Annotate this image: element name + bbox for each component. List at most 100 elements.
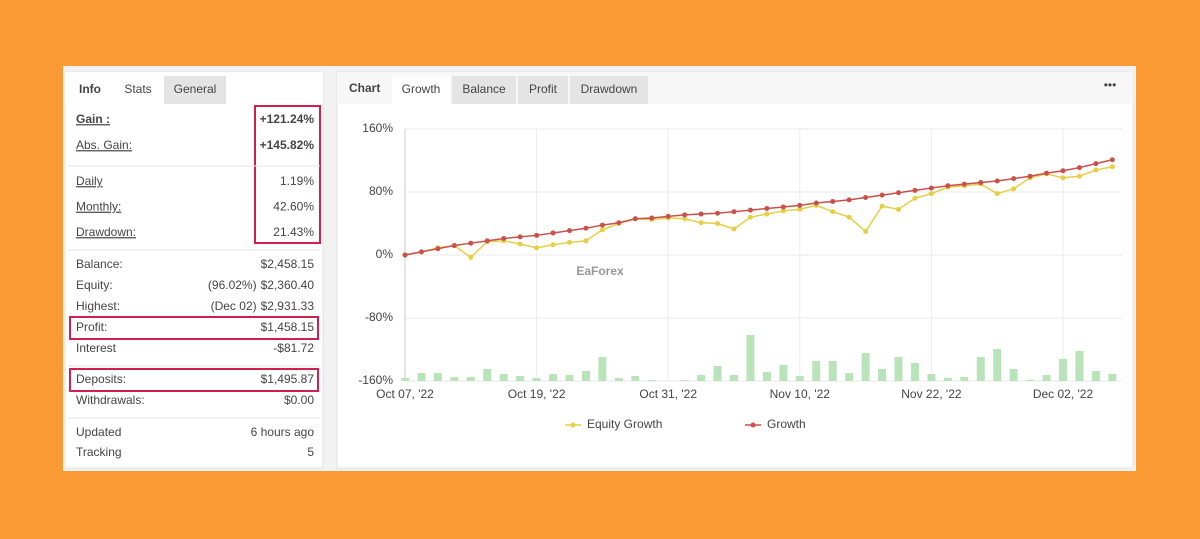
point [550, 230, 556, 236]
point [945, 183, 951, 189]
point [698, 211, 704, 217]
point [517, 241, 523, 247]
point [780, 204, 786, 210]
bar [680, 380, 689, 381]
stat-value: $2,458.15 [261, 257, 315, 271]
highlight-box [69, 368, 319, 392]
point [780, 208, 786, 214]
tab[interactable] [452, 76, 516, 104]
point [747, 214, 753, 220]
point [468, 254, 474, 260]
tab[interactable] [68, 76, 112, 104]
point [731, 209, 737, 215]
point [632, 216, 638, 222]
stat-label: Profit: [76, 320, 107, 334]
bar [943, 378, 952, 381]
x-tick-label: Oct 31, '22 [639, 387, 697, 401]
bar [861, 353, 870, 381]
x-tick-label: Dec 02, '22 [1033, 387, 1094, 401]
point [1076, 165, 1082, 171]
bar [730, 375, 738, 381]
point [863, 228, 869, 234]
bar [417, 373, 426, 381]
tab[interactable] [570, 76, 648, 104]
bar [549, 374, 558, 381]
x-tick-label: Oct 19, '22 [508, 387, 566, 401]
point [1011, 186, 1017, 192]
stat-note: (96.02%) [208, 278, 257, 292]
point [994, 178, 1000, 184]
bar [1042, 375, 1051, 381]
point [682, 212, 688, 218]
stat-label: Equity: [76, 278, 113, 292]
point [1093, 167, 1099, 173]
bar [910, 363, 919, 381]
bar [993, 349, 1002, 381]
highlight-box [69, 316, 319, 340]
stat-value: $2,931.33 [261, 299, 315, 313]
point [896, 206, 901, 212]
point [715, 210, 721, 216]
tab[interactable] [115, 76, 161, 104]
point [879, 192, 885, 198]
stat-label: Deposits: [76, 372, 126, 386]
tab-label: General [174, 82, 217, 96]
bar [466, 377, 475, 381]
bar [746, 335, 755, 381]
y-tick-label: 0% [376, 247, 394, 261]
x-tick-label: Oct 07, '22 [376, 387, 434, 401]
stat-value: 1.19% [280, 174, 314, 188]
point [616, 220, 622, 226]
point [797, 202, 803, 208]
stat-label: Daily [76, 174, 103, 188]
tab[interactable] [518, 76, 568, 104]
stat-note: (Dec 02) [211, 299, 257, 313]
point [863, 195, 869, 201]
point [567, 239, 572, 245]
bar [1091, 371, 1100, 381]
point [764, 206, 770, 212]
stat-value: $1,458.15 [261, 320, 315, 334]
x-tick-label: Nov 10, '22 [770, 387, 831, 401]
point [517, 234, 523, 240]
point [715, 221, 721, 226]
stat-label: Tracking [76, 445, 122, 459]
point [830, 198, 836, 204]
stat-label: Monthly: [76, 200, 121, 214]
bar [401, 378, 409, 381]
point [484, 238, 490, 244]
tab[interactable] [392, 76, 450, 104]
menu-icon[interactable]: ••• [1104, 78, 1117, 92]
stat-label: Gain : [76, 112, 110, 126]
stat-value: 6 hours ago [251, 425, 315, 439]
tab[interactable] [164, 76, 226, 104]
chart-panel [336, 71, 1134, 469]
stat-value: +145.82% [260, 138, 315, 152]
series-line [404, 158, 1113, 256]
point [764, 211, 770, 217]
legend-label: Equity Growth [587, 417, 662, 431]
bar [532, 378, 541, 381]
bar [762, 372, 771, 381]
stat-label: Drawdown: [76, 225, 136, 239]
bar [1075, 351, 1084, 381]
bar [581, 371, 590, 381]
bar [713, 366, 722, 381]
bar [795, 376, 804, 381]
point [599, 227, 605, 233]
point [1093, 161, 1099, 167]
point [896, 190, 901, 196]
stat-label: Withdrawals: [76, 393, 145, 407]
y-tick-label: 160% [362, 121, 393, 135]
bar [927, 374, 936, 381]
point [928, 185, 934, 191]
point [550, 242, 556, 248]
bar [1026, 380, 1035, 381]
stat-value: $0.00 [284, 393, 314, 407]
stat-value: $2,360.40 [261, 278, 315, 292]
chart-title: Chart [349, 81, 380, 95]
bar [976, 357, 985, 381]
series-line [404, 166, 1113, 259]
point [978, 180, 984, 186]
bar [450, 377, 459, 381]
